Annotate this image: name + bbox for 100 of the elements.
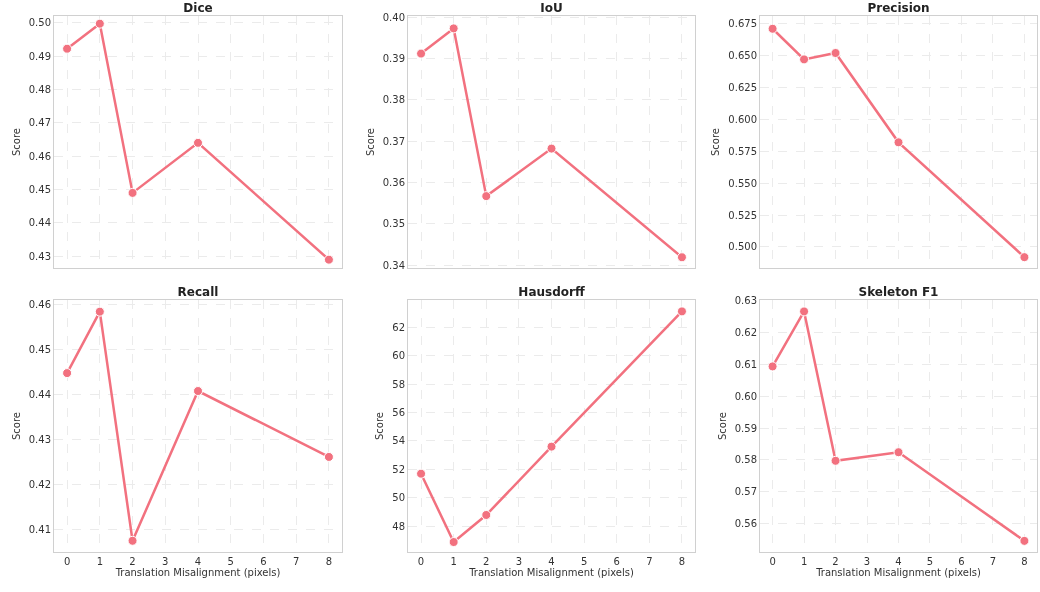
point [416, 48, 427, 59]
x-tick-label: 6 [260, 556, 267, 567]
y-tick-label: 48 [392, 520, 405, 532]
y-tick-label: 0.35 [382, 218, 405, 230]
point [1019, 252, 1030, 263]
point [830, 48, 841, 58]
point [893, 447, 904, 458]
y-tick-label: 0.57 [734, 486, 757, 498]
x-tick-label: 8 [678, 556, 686, 567]
y-tick-label: 0.44 [28, 217, 51, 229]
x-tick-label: 3 [162, 556, 169, 567]
y-tick-label: 0.49 [28, 50, 51, 62]
y-tick-label: 58 [392, 378, 405, 390]
y-tick-label: 0.39 [382, 53, 405, 65]
x-tick-label: 7 [646, 556, 653, 567]
x-tick-label: 2 [129, 556, 136, 567]
x-tick-label: 8 [1021, 556, 1028, 567]
y-axis-title: Score [364, 127, 376, 157]
point [448, 537, 459, 548]
x-tick-label: 5 [580, 556, 588, 567]
x-tick-label: 6 [613, 556, 620, 567]
point [767, 23, 778, 34]
x-tick-label: 4 [194, 556, 202, 567]
point [127, 535, 138, 546]
x-axis-title: Translation Misalignment (pixels) [114, 567, 281, 578]
point [676, 306, 687, 317]
y-tick-label: 0.42 [28, 478, 51, 490]
point [323, 451, 334, 462]
y-tick-label: 0.37 [382, 135, 405, 147]
point [546, 143, 557, 154]
x-tick-label: 0 [769, 556, 776, 567]
point [546, 441, 557, 452]
point [799, 54, 810, 65]
x-tick-label: 4 [548, 556, 555, 567]
chart-title: Recall [177, 285, 219, 299]
y-tick-label: 0.500 [728, 241, 757, 253]
x-tick-label: 7 [989, 556, 997, 567]
point [193, 137, 203, 148]
x-tick-label: 7 [292, 556, 300, 567]
y-tick-label: 0.61 [734, 359, 757, 371]
y-tick-label: 0.56 [734, 517, 757, 529]
y-tick-label: 0.44 [28, 389, 51, 401]
point [767, 361, 778, 372]
point [127, 187, 138, 198]
point [94, 18, 105, 29]
y-tick-label: 0.43 [28, 250, 51, 262]
x-tick-label: 3 [515, 556, 523, 567]
y-tick-label: 0.45 [28, 344, 51, 356]
x-tick-label: 0 [63, 556, 71, 567]
point [893, 137, 904, 148]
y-tick-label: 0.46 [28, 150, 51, 162]
y-axis-title: Score [10, 127, 22, 157]
y-tick-label: 50 [392, 492, 405, 504]
y-tick-label: 0.46 [28, 299, 51, 311]
x-tick-label: 1 [96, 556, 104, 567]
y-tick-label: 0.63 [734, 295, 757, 307]
y-tick-label: 0.675 [728, 18, 757, 30]
y-tick-label: 0.625 [728, 81, 757, 93]
chart-title: Hausdorff [518, 285, 585, 299]
x-tick-label: 2 [483, 556, 490, 567]
x-tick-label: 1 [800, 556, 808, 567]
x-axis-title: Translation Misalignment (pixels) [815, 567, 981, 578]
y-tick-label: 0.62 [734, 327, 757, 339]
y-tick-label: 0.43 [28, 433, 51, 445]
y-tick-label: 0.50 [28, 17, 51, 29]
x-tick-label: 3 [863, 556, 871, 567]
y-tick-label: 52 [392, 463, 405, 475]
point [676, 252, 687, 263]
y-tick-label: 0.40 [382, 11, 405, 23]
x-tick-label: 1 [450, 556, 457, 567]
y-tick-label: 0.45 [28, 184, 51, 196]
x-tick-label: 0 [417, 556, 425, 567]
x-tick-label: 8 [325, 556, 333, 567]
y-tick-label: 0.650 [728, 50, 757, 62]
x-tick-label: 2 [832, 556, 839, 567]
point [323, 254, 334, 265]
point [416, 468, 427, 479]
point [799, 306, 810, 317]
y-tick-label: 0.60 [734, 390, 757, 402]
point [481, 191, 492, 202]
y-tick-label: 0.58 [734, 454, 757, 466]
point [193, 386, 203, 397]
y-tick-label: 0.550 [728, 177, 757, 189]
y-tick-label: 0.575 [728, 145, 757, 157]
point [830, 455, 841, 466]
point [1019, 535, 1030, 546]
y-tick-label: 60 [392, 350, 405, 362]
y-tick-label: 0.48 [28, 83, 51, 95]
y-tick-label: 0.525 [728, 209, 757, 221]
x-tick-label: 6 [958, 556, 965, 567]
y-tick-label: 56 [392, 406, 405, 418]
x-axis-title: Translation Misalignment (pixels) [468, 567, 634, 578]
x-tick-label: 5 [227, 556, 234, 567]
y-axis-title: Score [716, 411, 728, 441]
y-tick-label: 0.38 [382, 94, 405, 106]
chart-title: IoU [540, 1, 563, 15]
point [448, 23, 459, 34]
y-tick-label: 0.47 [28, 117, 51, 129]
y-tick-label: 54 [392, 435, 405, 447]
chart-title: Dice [183, 1, 213, 15]
